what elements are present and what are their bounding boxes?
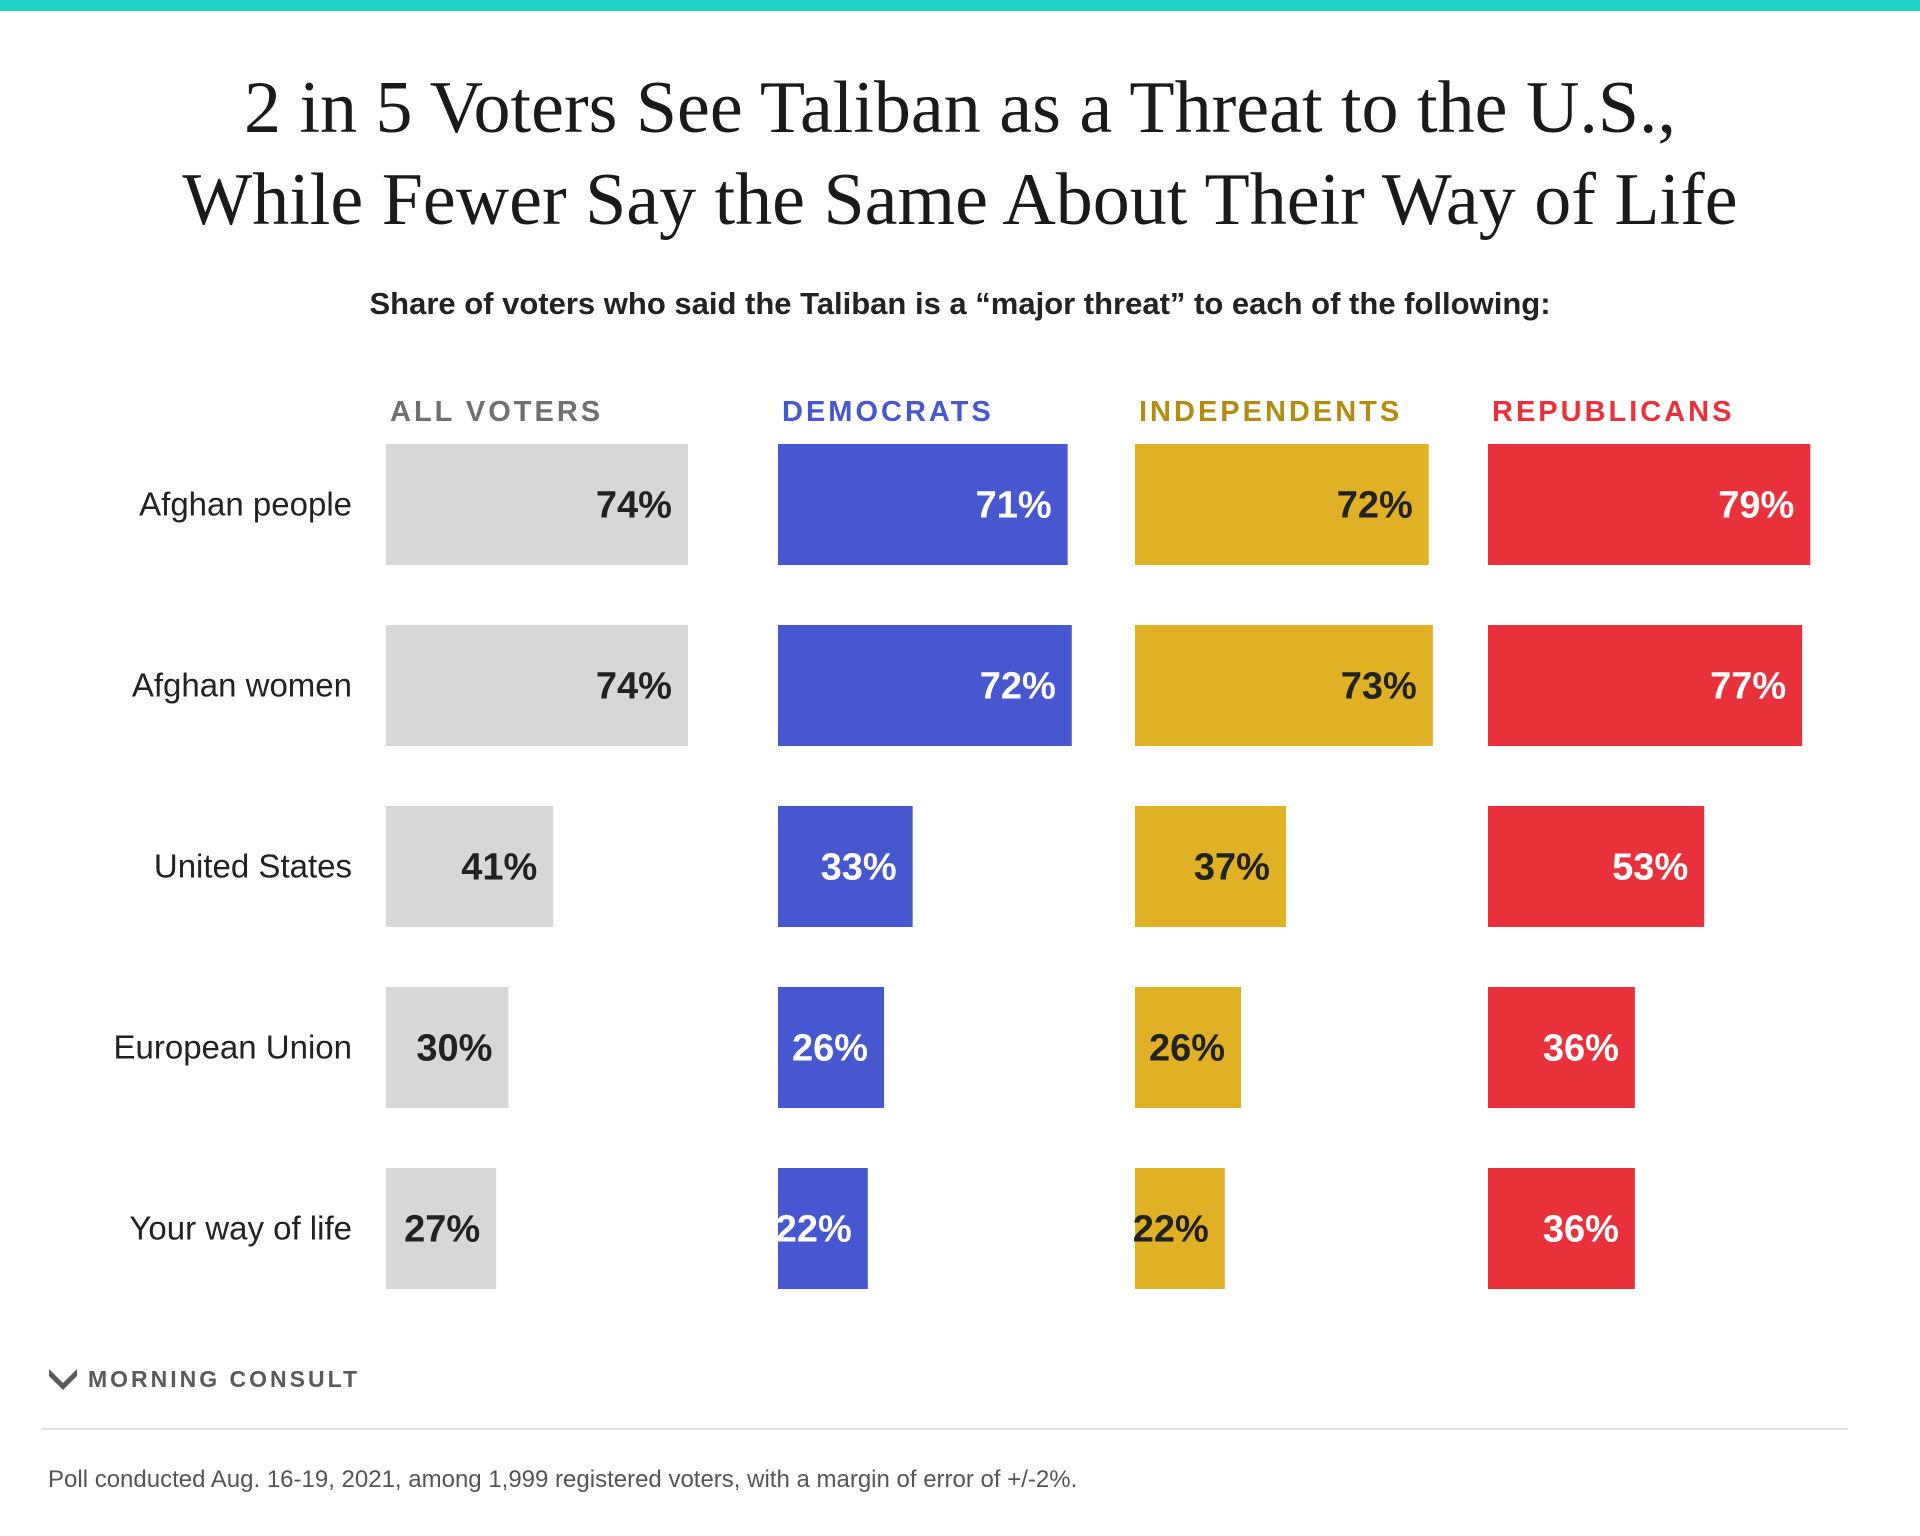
bar-independents-afghan-women bbox=[1135, 625, 1433, 746]
bar-independents-united-states bbox=[1135, 806, 1286, 927]
bar-republicans-european-union bbox=[1488, 987, 1635, 1108]
data-label-all-voters-afghan-women: 74% bbox=[596, 666, 672, 708]
row-label-european-union: European Union bbox=[113, 1029, 352, 1066]
bar-democrats-your-way-of-life bbox=[778, 1168, 868, 1289]
data-label-independents-afghan-women: 73% bbox=[1341, 666, 1417, 708]
bar-republicans-your-way-of-life bbox=[1488, 1168, 1635, 1289]
data-label-independents-european-union: 26% bbox=[1149, 1028, 1225, 1070]
data-label-republicans-united-states: 53% bbox=[1612, 847, 1688, 889]
data-label-democrats-european-union: 26% bbox=[792, 1028, 868, 1070]
data-label-all-voters-united-states: 41% bbox=[461, 847, 537, 889]
chart-title-line-2: While Fewer Say the Same About Their Way… bbox=[182, 159, 1738, 241]
bar-democrats-afghan-people bbox=[778, 444, 1068, 565]
morning-consult-logo-icon bbox=[49, 1369, 77, 1390]
row-label-your-way-of-life: Your way of life bbox=[129, 1210, 352, 1247]
data-label-democrats-afghan-people: 71% bbox=[976, 485, 1052, 527]
bar-democrats-united-states bbox=[778, 806, 913, 927]
bar-independents-afghan-people bbox=[1135, 444, 1429, 565]
data-label-independents-united-states: 37% bbox=[1194, 847, 1270, 889]
panel-header-democrats: DEMOCRATS bbox=[782, 396, 994, 428]
bar-republicans-afghan-people bbox=[1488, 444, 1811, 565]
data-label-republicans-afghan-people: 79% bbox=[1718, 485, 1794, 527]
data-label-independents-afghan-people: 72% bbox=[1337, 485, 1413, 527]
row-label-united-states: United States bbox=[154, 848, 352, 885]
bar-all-voters-european-union bbox=[386, 987, 509, 1108]
footnote: Poll conducted Aug. 16-19, 2021, among 1… bbox=[48, 1466, 1078, 1493]
row-label-afghan-people: Afghan people bbox=[139, 486, 352, 523]
data-label-republicans-your-way-of-life: 36% bbox=[1543, 1209, 1619, 1251]
chart-title: 2 in 5 Voters See Taliban as a Threat to… bbox=[0, 62, 1920, 246]
data-label-democrats-your-way-of-life: 22% bbox=[776, 1209, 852, 1251]
data-label-independents-your-way-of-life: 22% bbox=[1133, 1209, 1209, 1251]
row-label-afghan-women: Afghan women bbox=[132, 667, 352, 704]
top-accent-bar bbox=[0, 0, 1920, 11]
chart-subtitle: Share of voters who said the Taliban is … bbox=[369, 286, 1551, 321]
bar-democrats-afghan-women bbox=[778, 625, 1072, 746]
bar-all-voters-afghan-people bbox=[386, 444, 688, 565]
bar-all-voters-united-states bbox=[386, 806, 554, 927]
brand-logo: MORNING CONSULT bbox=[48, 1364, 360, 1394]
bar-republicans-united-states bbox=[1488, 806, 1705, 927]
footer-divider bbox=[42, 1428, 1848, 1430]
panel-header-independents: INDEPENDENTS bbox=[1139, 396, 1402, 428]
data-label-all-voters-european-union: 30% bbox=[416, 1028, 492, 1070]
data-label-republicans-afghan-women: 77% bbox=[1710, 666, 1786, 708]
bar-independents-your-way-of-life bbox=[1135, 1168, 1225, 1289]
chart-title-line-1: 2 in 5 Voters See Taliban as a Threat to… bbox=[243, 67, 1677, 149]
small-multiples-bar-chart: Afghan people Afghan women United States Eu… bbox=[113, 396, 1811, 1289]
data-label-all-voters-afghan-people: 74% bbox=[596, 485, 672, 527]
data-label-democrats-united-states: 33% bbox=[821, 847, 897, 889]
brand-name: MORNING CONSULT bbox=[88, 1365, 361, 1392]
data-label-republicans-european-union: 36% bbox=[1543, 1028, 1619, 1070]
bar-republicans-afghan-women bbox=[1488, 625, 1803, 746]
panel-header-republicans: REPUBLICANS bbox=[1492, 396, 1734, 428]
bar-all-voters-afghan-women bbox=[386, 625, 688, 746]
panel-header-all-voters: ALL VOTERS bbox=[390, 396, 603, 428]
bar-independents-european-union bbox=[1135, 987, 1242, 1108]
bar-democrats-european-union bbox=[778, 987, 885, 1108]
bar-all-voters-your-way-of-life bbox=[386, 1168, 497, 1289]
data-label-democrats-afghan-women: 72% bbox=[980, 666, 1056, 708]
data-label-all-voters-your-way-of-life: 27% bbox=[404, 1209, 480, 1251]
